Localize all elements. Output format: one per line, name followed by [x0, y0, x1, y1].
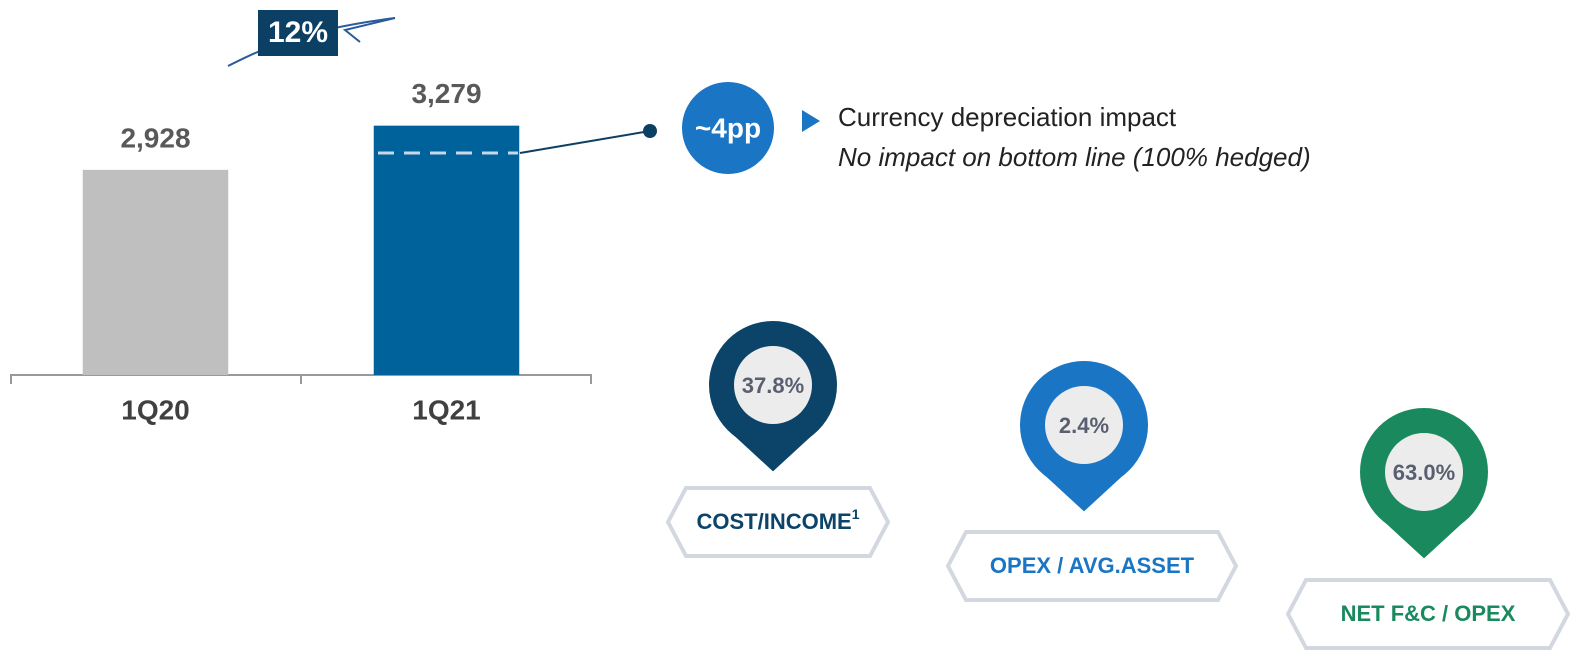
callout-text: Currency depreciation impact — [838, 102, 1177, 132]
callout-note: No impact on bottom line (100% hedged) — [838, 142, 1311, 172]
kpi-value: 63.0% — [1393, 460, 1455, 485]
kpi-value: 37.8% — [742, 373, 804, 398]
x-tick-label: 1Q21 — [412, 394, 481, 425]
growth-badge — [258, 10, 338, 56]
pin-inner — [734, 346, 812, 424]
pin-inner — [1045, 386, 1123, 464]
kpi-tag — [665, 486, 891, 558]
kpi-label: NET F&C / OPEX — [1341, 601, 1516, 626]
kpi-label: COST/INCOME1 — [696, 506, 859, 534]
kpi-tag — [945, 530, 1239, 602]
bar — [373, 125, 520, 376]
kpi-tag — [1285, 578, 1571, 650]
growth-label: 12% — [268, 16, 328, 49]
pin-inner — [1385, 433, 1463, 511]
kpi-value: 2.4% — [1059, 413, 1109, 438]
kpi-label: OPEX / AVG.ASSET — [990, 553, 1195, 578]
kpi-label-text: OPEX / AVG.ASSET — [990, 553, 1195, 578]
bullet — [802, 110, 820, 132]
kpi-label-text: COST/INCOME — [696, 509, 851, 534]
callout-badge-text: ~4pp — [695, 112, 761, 143]
kpi-footnote: 1 — [852, 506, 860, 522]
value-label: 2,928 — [120, 122, 190, 153]
connector — [519, 130, 651, 154]
kpi-label-text: NET F&C / OPEX — [1341, 601, 1516, 626]
kpis: 37.8% COST/INCOME1 2.4% OPEX / AVG.ASSET 63.… — [665, 321, 1571, 650]
connector-dot — [643, 124, 657, 138]
x-tick-label: 1Q20 — [121, 394, 190, 425]
value-label: 3,279 — [411, 78, 481, 109]
callout-badge — [682, 82, 774, 174]
bars: 2,928 1Q20 3,279 1Q21 — [82, 78, 520, 425]
bar — [82, 169, 229, 375]
